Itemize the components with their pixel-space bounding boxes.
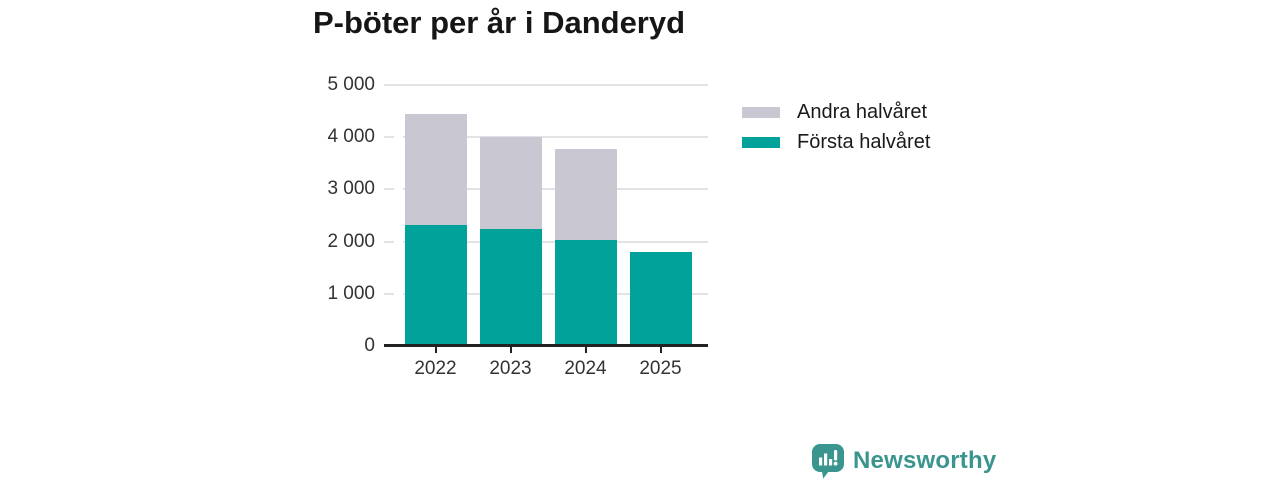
x-tick-2025 xyxy=(659,347,662,353)
y-axis-label-5000: 5 000 xyxy=(327,74,375,95)
x-tick-2022 xyxy=(434,347,437,353)
y-tick-5000 xyxy=(384,84,394,86)
bar-2022-forsta-halvaret xyxy=(404,224,467,346)
bar-2024-forsta-halvaret xyxy=(554,239,617,346)
y-tick-2000 xyxy=(384,241,394,243)
legend-item-andra-halvaret: Andra halvåret xyxy=(742,99,930,126)
bar-2023-forsta-halvaret xyxy=(479,228,542,346)
legend-swatch-forsta-halvaret xyxy=(742,137,780,148)
y-axis-label-0: 0 xyxy=(364,335,375,356)
bar-2023-andra-halvaret xyxy=(479,136,542,229)
x-tick-2024 xyxy=(584,347,587,353)
x-axis-label-2024: 2024 xyxy=(564,358,607,379)
bar-2025-forsta-halvaret xyxy=(629,252,692,346)
legend-item-forsta-halvaret: Första halvåret xyxy=(742,129,930,156)
x-axis-label-2022: 2022 xyxy=(414,358,457,379)
bar-2022-andra-halvaret xyxy=(404,114,467,225)
legend-label-forsta-halvaret: Första halvåret xyxy=(797,131,931,153)
y-axis-label-3000: 3 000 xyxy=(327,178,375,200)
x-axis-line xyxy=(384,344,708,347)
chart-title: P-böter per år i Danderyd xyxy=(312,5,686,40)
y-axis-label-2000: 2 000 xyxy=(327,230,375,252)
y-axis-label-1000: 1 000 xyxy=(327,282,375,304)
legend: Andra halvåret Första halvåret xyxy=(742,99,930,156)
x-axis-label-2023: 2023 xyxy=(489,358,532,379)
gridline-4000 xyxy=(403,136,708,138)
y-axis-labels: 0 1 000 2 000 3 000 4 000 5 000 xyxy=(278,74,375,356)
y-tick-4000 xyxy=(384,136,394,138)
x-axis-labels: 2022 2023 2024 2025 xyxy=(384,357,708,383)
legend-swatch-andra-halvaret xyxy=(742,107,780,118)
brand-logo: Newsworthy xyxy=(811,443,996,479)
newsworthy-bar-chart-bubble-icon xyxy=(812,444,844,479)
y-tick-1000 xyxy=(384,293,394,295)
brand-name: Newsworthy xyxy=(853,447,997,474)
y-axis-label-4000: 4 000 xyxy=(327,126,375,148)
bar-2024-andra-halvaret xyxy=(554,148,617,240)
x-axis-label-2025: 2025 xyxy=(639,358,682,379)
legend-label-andra-halvaret: Andra halvåret xyxy=(797,101,928,123)
x-tick-2023 xyxy=(509,347,512,353)
gridline-5000 xyxy=(386,84,708,86)
y-tick-3000 xyxy=(384,188,394,190)
plot-area xyxy=(384,84,708,353)
